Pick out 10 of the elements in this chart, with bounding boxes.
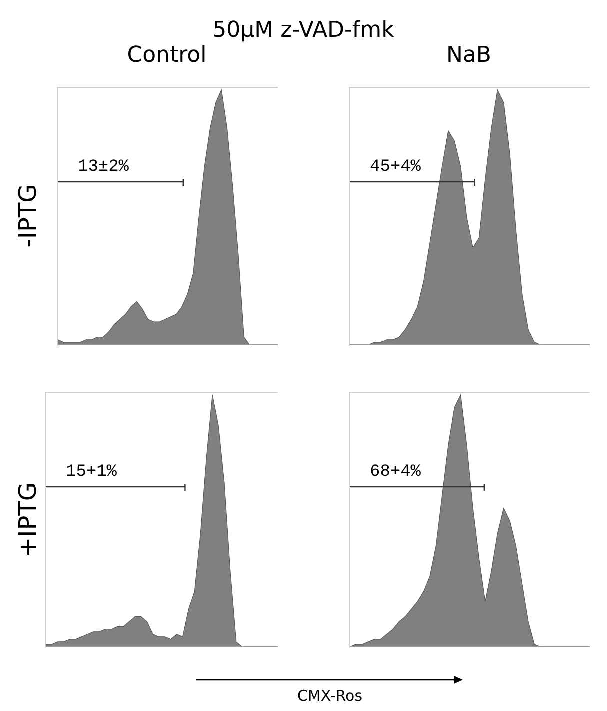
y-axis-title: +IPTG [14,482,42,557]
x-axis-title: CMX-Ros [296,687,364,705]
chart-subtitle: 50μM z-VAD-fmk [212,18,396,43]
chart-title: NaB [445,43,493,68]
annotation: 45+4% [370,158,422,177]
y-axis-title: -IPTG [14,184,42,248]
annotation: 68+4% [370,463,422,482]
annotation: 15+1% [66,463,118,482]
chart-title: Control [126,43,208,68]
annotation: 13±2% [78,158,130,177]
